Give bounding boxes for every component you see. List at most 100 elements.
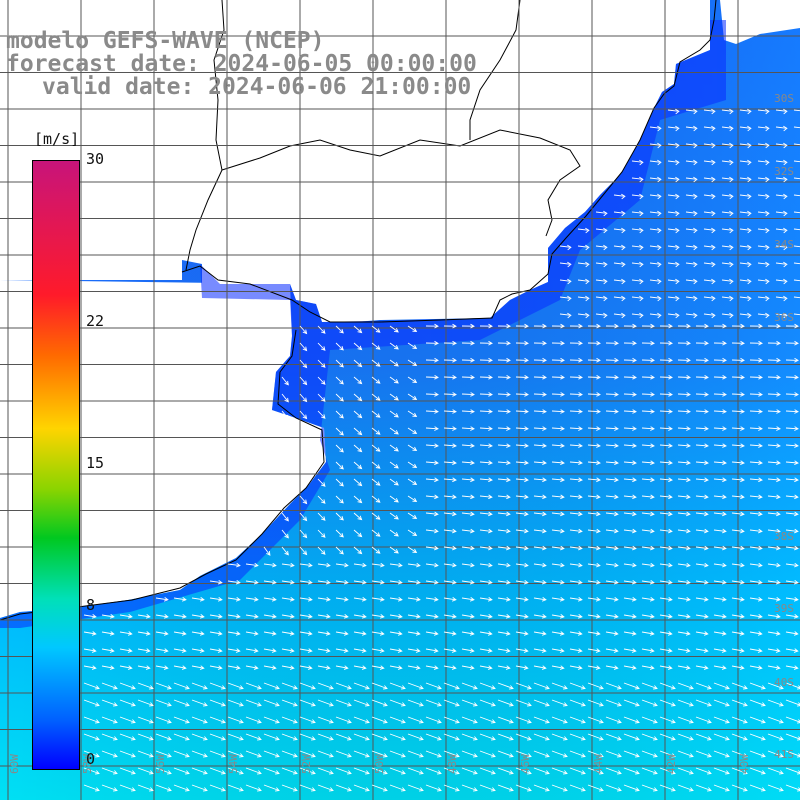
- wind-arrow: [281, 529, 289, 539]
- lon-label: 58W: [81, 754, 94, 774]
- wind-arrow: [649, 278, 662, 285]
- wind-arrow: [299, 682, 316, 690]
- wind-arrow: [407, 579, 421, 585]
- lon-label: 44W: [592, 754, 605, 774]
- wind-arrow: [353, 444, 363, 453]
- wind-arrow: [281, 597, 295, 602]
- lat-label: 39S: [774, 602, 794, 615]
- wind-arrow: [191, 767, 208, 775]
- wind-arrow: [749, 375, 763, 380]
- wind-arrow: [137, 750, 154, 758]
- wind-arrow: [641, 579, 655, 585]
- wind-arrow: [703, 125, 716, 132]
- wind-arrow: [695, 784, 712, 792]
- wind-arrow: [641, 784, 658, 792]
- wind-arrow: [667, 278, 680, 285]
- wind-arrow: [631, 159, 644, 166]
- wind-arrow: [443, 733, 460, 741]
- wind-arrow: [425, 614, 439, 619]
- wind-arrow: [757, 176, 770, 183]
- lat-label: 41S: [774, 748, 794, 761]
- wind-arrow: [191, 750, 208, 758]
- wind-arrow: [335, 376, 344, 385]
- wind-arrow: [641, 682, 658, 690]
- wind-arrow: [245, 648, 259, 653]
- wind-arrow: [191, 784, 208, 792]
- wind-arrow: [317, 410, 326, 419]
- wind-arrow: [677, 511, 691, 517]
- wind-arrow: [551, 528, 565, 534]
- wind-arrow: [407, 376, 418, 384]
- wind-arrow: [605, 494, 619, 500]
- wind-arrow: [461, 545, 475, 551]
- wind-arrow: [515, 733, 532, 741]
- wind-arrow: [299, 495, 308, 505]
- wind-arrow: [353, 546, 363, 555]
- wind-arrow: [757, 193, 770, 200]
- wind-arrow: [713, 597, 727, 602]
- wind-arrow: [757, 227, 770, 234]
- wind-arrow: [785, 545, 799, 551]
- wind-arrow: [479, 460, 493, 466]
- wind-arrow: [245, 716, 262, 724]
- wind-arrow: [677, 357, 691, 363]
- wind-arrow: [497, 699, 514, 707]
- wind-arrow: [721, 312, 734, 319]
- wind-arrow: [425, 562, 439, 568]
- wind-arrow: [497, 426, 511, 431]
- wind-arrow: [335, 512, 344, 521]
- wind-arrow: [479, 733, 496, 741]
- wind-arrow: [757, 261, 770, 268]
- wind-arrow: [587, 375, 601, 380]
- wind-arrow: [659, 648, 673, 653]
- wind-arrow: [605, 323, 619, 329]
- wind-arrow: [155, 682, 172, 690]
- country-border: [185, 0, 581, 271]
- wind-arrow: [587, 648, 601, 653]
- wind-arrow: [623, 545, 637, 551]
- wind-arrow: [641, 562, 655, 568]
- wind-arrow: [173, 784, 190, 792]
- wind-arrow: [749, 631, 763, 636]
- wind-arrow: [713, 443, 727, 448]
- wind-arrow: [461, 528, 475, 534]
- wind-arrow: [407, 614, 421, 619]
- wind-arrow: [461, 375, 475, 380]
- wind-arrow: [649, 159, 662, 166]
- wind-arrow: [317, 325, 326, 334]
- wind-arrow: [317, 631, 331, 636]
- wind-arrow: [263, 579, 277, 585]
- wind-arrow: [155, 597, 169, 602]
- wind-arrow: [389, 597, 403, 602]
- wind-arrow: [667, 295, 680, 302]
- wind-arrow: [739, 227, 752, 234]
- wind-arrow: [793, 228, 800, 231]
- wind-arrow: [703, 193, 716, 200]
- wind-arrow: [389, 665, 403, 670]
- wind-arrow: [389, 495, 399, 503]
- wind-arrow: [479, 426, 493, 431]
- wind-arrow: [749, 392, 763, 397]
- wind-arrow: [749, 665, 763, 670]
- wind-arrow: [227, 682, 244, 690]
- lat-label: 32S: [774, 165, 794, 178]
- wind-arrow: [443, 340, 457, 346]
- wind-arrow: [425, 477, 439, 483]
- wind-arrow: [497, 614, 511, 619]
- wind-arrow: [659, 375, 673, 380]
- wind-arrow: [685, 142, 698, 149]
- wind-arrow: [317, 665, 331, 670]
- wind-arrow: [533, 750, 550, 758]
- wind-arrow: [605, 750, 622, 758]
- wind-arrow: [155, 665, 169, 670]
- wind-arrow: [479, 545, 493, 551]
- wind-arrow: [713, 784, 730, 792]
- wind-arrow: [605, 409, 619, 414]
- wind-arrow: [497, 392, 511, 397]
- wind-arrow: [335, 750, 352, 758]
- wind-arrow: [443, 426, 457, 431]
- wind-arrow: [641, 323, 655, 329]
- wind-arrow: [389, 750, 406, 758]
- wind-arrow: [713, 545, 727, 551]
